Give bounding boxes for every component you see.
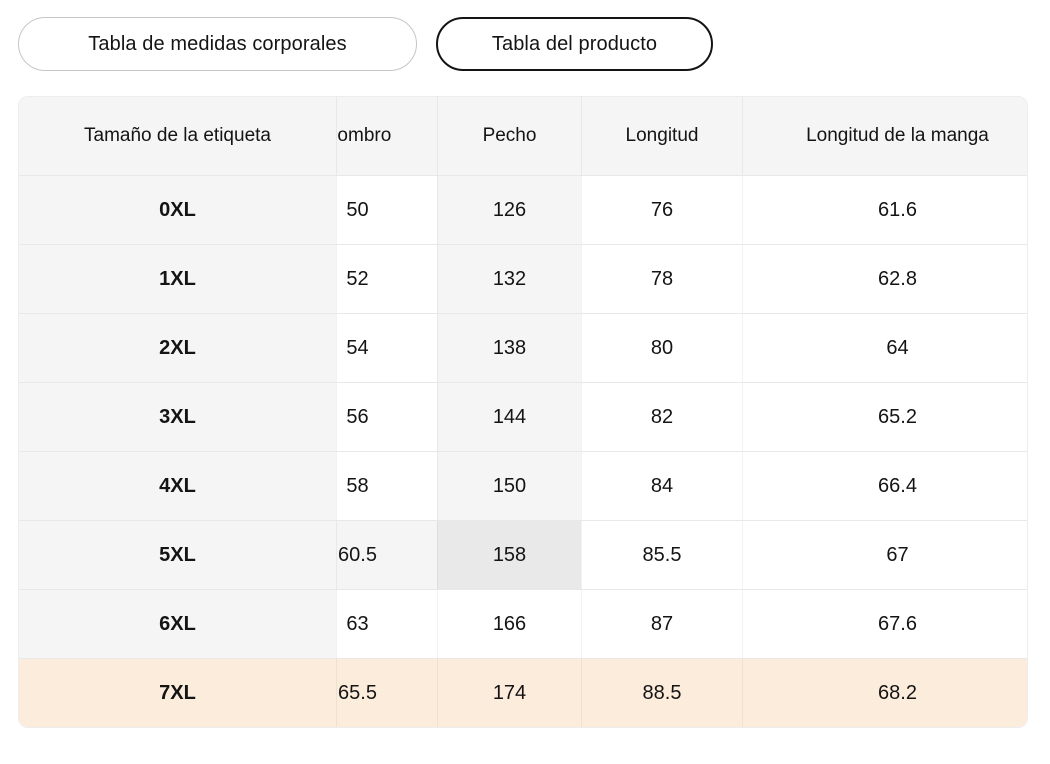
table-cell[interactable]: 80 <box>581 314 742 382</box>
table-cell[interactable]: 67 <box>742 521 1027 589</box>
table-cell[interactable]: 174 <box>437 659 581 727</box>
table-cell[interactable]: 132 <box>437 245 581 313</box>
table-cell[interactable]: 88.5 <box>581 659 742 727</box>
table-cell[interactable]: 126 <box>437 176 581 244</box>
table-cell[interactable]: 68.2 <box>742 659 1027 727</box>
row-label[interactable]: 2XL <box>19 314 336 382</box>
column-header-manga: Longitud de la manga <box>742 97 1027 175</box>
column-header-label-size: Tamaño de la etiqueta <box>19 97 336 175</box>
table-cell[interactable]: 82 <box>581 383 742 451</box>
table-cell[interactable]: 63 <box>336 590 437 658</box>
column-header-hombro: Hombro <box>336 97 437 175</box>
table-cell[interactable]: 52 <box>336 245 437 313</box>
row-label[interactable]: 6XL <box>19 590 336 658</box>
tab-body-measurements[interactable]: Tabla de medidas corporales <box>18 17 417 71</box>
row-label[interactable]: 0XL <box>19 176 336 244</box>
size-chart-tabs: Tabla de medidas corporales Tabla del pr… <box>0 0 1050 71</box>
row-label[interactable]: 3XL <box>19 383 336 451</box>
table-cell[interactable]: 138 <box>437 314 581 382</box>
table-cell[interactable]: 66.4 <box>742 452 1027 520</box>
tab-product[interactable]: Tabla del producto <box>436 17 713 71</box>
row-label[interactable]: 7XL <box>19 659 336 727</box>
table-row-5xl: 5XL 60.5 158 85.5 67 <box>19 520 1027 589</box>
row-label[interactable]: 1XL <box>19 245 336 313</box>
table-row-7xl-selected: 7XL 65.5 174 88.5 68.2 <box>19 658 1027 727</box>
table-cell[interactable]: 56 <box>336 383 437 451</box>
table-cell[interactable]: 61.6 <box>742 176 1027 244</box>
table-cell[interactable]: 150 <box>437 452 581 520</box>
product-size-table: Tamaño de la etiqueta Hombro Pecho Longi… <box>18 96 1028 728</box>
table-cell[interactable]: 76 <box>581 176 742 244</box>
table-header-row: Tamaño de la etiqueta Hombro Pecho Longi… <box>19 97 1027 175</box>
table-cell[interactable]: 166 <box>437 590 581 658</box>
row-label[interactable]: 4XL <box>19 452 336 520</box>
table-cell[interactable]: 50 <box>336 176 437 244</box>
table-cell[interactable]: 64 <box>742 314 1027 382</box>
column-header-pecho: Pecho <box>437 97 581 175</box>
table-cell[interactable]: 62.8 <box>742 245 1027 313</box>
table-cell[interactable]: 58 <box>336 452 437 520</box>
table-cell[interactable]: 67.6 <box>742 590 1027 658</box>
table-row-2xl: 2XL 54 138 80 64 <box>19 313 1027 382</box>
table-cell[interactable]: 65.2 <box>742 383 1027 451</box>
table-cell[interactable]: 85.5 <box>581 521 742 589</box>
table-cell[interactable]: 60.5 <box>336 521 437 589</box>
table-cell[interactable]: 78 <box>581 245 742 313</box>
table-cell[interactable]: 54 <box>336 314 437 382</box>
table-cell[interactable]: 87 <box>581 590 742 658</box>
table-row-3xl: 3XL 56 144 82 65.2 <box>19 382 1027 451</box>
table-row-4xl: 4XL 58 150 84 66.4 <box>19 451 1027 520</box>
column-header-longitud: Longitud <box>581 97 742 175</box>
table-cell[interactable]: 84 <box>581 452 742 520</box>
row-label[interactable]: 5XL <box>19 521 336 589</box>
table-row-0xl: 0XL 50 126 76 61.6 <box>19 175 1027 244</box>
table-cell[interactable]: 144 <box>437 383 581 451</box>
table-cell-hovered[interactable]: 158 <box>437 521 581 589</box>
table-cell[interactable]: 65.5 <box>336 659 437 727</box>
table-row-1xl: 1XL 52 132 78 62.8 <box>19 244 1027 313</box>
table-row-6xl: 6XL 63 166 87 67.6 <box>19 589 1027 658</box>
